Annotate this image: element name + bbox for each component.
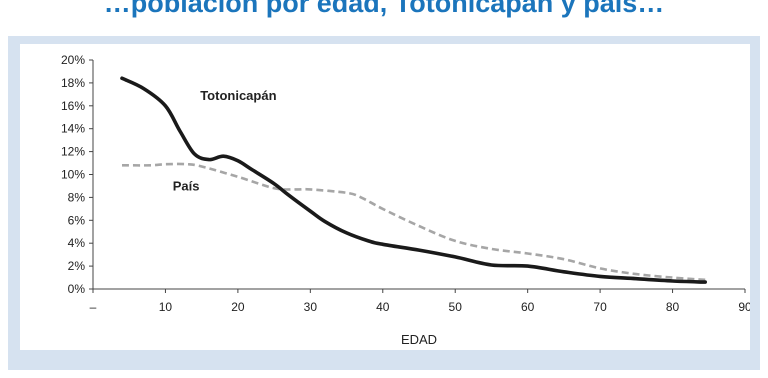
y-tick-label: 2% bbox=[68, 259, 86, 273]
series-line-totonicapan bbox=[120, 76, 707, 284]
x-tick-label: 70 bbox=[593, 300, 607, 314]
chart-area: 0% 2% 4% 6% 8% 10% 12% 14% 16% 18% 20% – 10 20 30 40 50 6… bbox=[20, 44, 752, 350]
series-line-pais bbox=[121, 162, 706, 282]
x-tick-label: 30 bbox=[304, 300, 318, 314]
y-tick-label: 12% bbox=[61, 145, 85, 159]
x-tick-label: 50 bbox=[449, 300, 463, 314]
x-tick-label: 60 bbox=[521, 300, 535, 314]
y-tick-label: 14% bbox=[61, 122, 85, 136]
x-tick-label: 80 bbox=[666, 300, 680, 314]
x-tick-label: 20 bbox=[231, 300, 245, 314]
y-tick-label: 20% bbox=[61, 53, 85, 67]
y-tick-label: 8% bbox=[68, 190, 86, 204]
y-tick-label: 18% bbox=[61, 76, 85, 90]
chart-panel: 0% 2% 4% 6% 8% 10% 12% 14% 16% 18% 20% – 10 20 30 40 50 6… bbox=[8, 36, 760, 370]
y-tick-label: 0% bbox=[68, 282, 86, 296]
line-chart: 0% 2% 4% 6% 8% 10% 12% 14% 16% 18% 20% – 10 20 30 40 50 6… bbox=[61, 53, 752, 347]
chart-heading-fragment: …población por edad, Totonicapán y país… bbox=[103, 0, 665, 18]
series-lines bbox=[120, 76, 707, 284]
series-label: Totonicapán bbox=[200, 88, 276, 103]
x-tick-label: 40 bbox=[376, 300, 390, 314]
x-tick-label: – bbox=[90, 300, 97, 314]
annotations: Totonicapán País bbox=[173, 88, 277, 193]
x-axis-title: EDAD bbox=[401, 332, 437, 347]
series-label: País bbox=[173, 179, 200, 194]
y-tick-label: 16% bbox=[61, 99, 85, 113]
y-tick-label: 10% bbox=[61, 168, 85, 182]
x-tick-label: 90 bbox=[738, 300, 750, 314]
axes: 0% 2% 4% 6% 8% 10% 12% 14% 16% 18% 20% – 10 20 30 40 50 6… bbox=[61, 53, 752, 347]
x-tick-label: 10 bbox=[159, 300, 173, 314]
y-tick-label: 4% bbox=[68, 236, 86, 250]
y-tick-label: 6% bbox=[68, 213, 86, 227]
